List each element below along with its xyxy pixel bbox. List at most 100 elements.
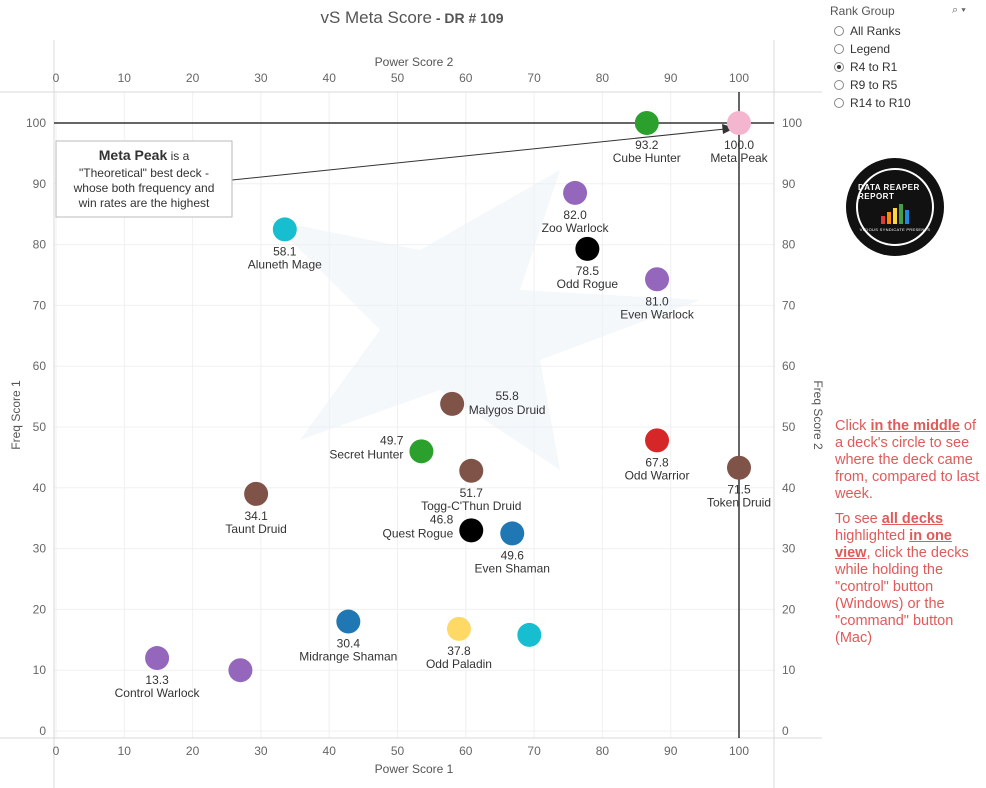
annotation-arrow-line xyxy=(231,128,726,181)
data-reaper-logo: DATA REAPER REPORT VICIOUS SYNDICATE PRE… xyxy=(846,158,944,256)
data-point[interactable] xyxy=(145,646,170,671)
y-tick-label-right: 100 xyxy=(782,116,802,130)
annotation-line-2: "Theoretical" best deck - xyxy=(79,166,209,180)
y-tick-label-left: 20 xyxy=(33,602,47,616)
data-point[interactable] xyxy=(459,458,484,483)
data-point[interactable] xyxy=(409,439,434,464)
x-tick-label-bottom: 0 xyxy=(53,744,60,758)
data-label-name: Quest Rogue xyxy=(383,526,454,540)
data-point[interactable] xyxy=(645,267,670,292)
x-tick-label-top: 10 xyxy=(118,71,132,85)
data-label-name: Control Warlock xyxy=(115,686,201,700)
chart-title: vS Meta Score - DR # 109 xyxy=(240,8,584,28)
data-label-name: Meta Peak xyxy=(710,151,768,165)
rank-group-tools[interactable]: ⌕ ▾ xyxy=(952,4,966,17)
data-point[interactable] xyxy=(500,521,525,546)
data-label-score: 81.0 xyxy=(645,294,669,308)
data-label-score: 82.0 xyxy=(563,208,587,222)
x-tick-label-top: 20 xyxy=(186,71,200,85)
rank-option-label: Legend xyxy=(850,42,891,56)
annotation-bold: Meta Peak xyxy=(99,147,168,163)
data-point[interactable] xyxy=(727,455,751,480)
instructions-p1: Click in the middle of a deck's circle t… xyxy=(835,418,983,503)
instructions-p2: To see all decks highlighted in one view… xyxy=(835,511,983,647)
data-point[interactable] xyxy=(272,217,297,242)
logo-text: DATA REAPER REPORT xyxy=(858,182,920,201)
dropdown-arrow-icon[interactable]: ▾ xyxy=(961,4,966,16)
x-tick-label-top: 40 xyxy=(323,71,337,85)
data-point[interactable] xyxy=(634,111,659,135)
data-point[interactable] xyxy=(440,391,465,416)
data-point[interactable] xyxy=(645,428,670,453)
data-point[interactable] xyxy=(228,658,253,683)
rank-option-r9-r5[interactable]: R9 to R5 xyxy=(834,76,911,94)
annotation-rest: is a xyxy=(167,149,189,163)
data-label-name: Cube Hunter xyxy=(613,151,681,165)
data-label-score: 67.8 xyxy=(645,455,669,469)
rank-group-title: Rank Group xyxy=(830,4,895,18)
data-point[interactable] xyxy=(517,622,542,647)
data-label-name: Zoo Warlock xyxy=(542,221,610,235)
search-icon[interactable]: ⌕ xyxy=(952,4,959,16)
data-label-score: 93.2 xyxy=(635,138,659,152)
data-label-score: 100.0 xyxy=(724,138,754,152)
note-emphasis: in the middle xyxy=(870,418,960,434)
data-label-score: 51.7 xyxy=(460,486,484,500)
rank-option-r14-r10[interactable]: R14 to R10 xyxy=(834,94,911,112)
data-point[interactable] xyxy=(446,616,471,641)
title-main: vS Meta Score xyxy=(320,8,432,27)
title-sep: - xyxy=(431,10,445,26)
y-tick-label-right: 30 xyxy=(782,542,796,556)
rank-option-legend[interactable]: Legend xyxy=(834,40,911,58)
note-emphasis: all decks xyxy=(881,511,944,527)
data-point[interactable] xyxy=(336,609,361,634)
y-tick-label-left: 80 xyxy=(33,238,47,252)
y-tick-label-right: 40 xyxy=(782,481,796,495)
radio-icon[interactable] xyxy=(834,80,844,90)
data-point[interactable] xyxy=(563,180,588,205)
radio-selected-icon[interactable] xyxy=(834,62,844,72)
y-tick-label-right: 60 xyxy=(782,359,796,373)
y-tick-label-left: 40 xyxy=(33,481,47,495)
y-tick-label-left: 0 xyxy=(39,724,46,738)
x-tick-label-top: 50 xyxy=(391,71,405,85)
y-tick-label-left: 60 xyxy=(33,359,47,373)
data-label-name: Midrange Shaman xyxy=(299,650,397,664)
data-label-name: Togg-C'Thun Druid xyxy=(421,499,521,513)
note-text: Click xyxy=(835,418,871,434)
x-tick-label-bottom: 90 xyxy=(664,744,678,758)
annotation-box xyxy=(55,140,233,218)
data-label-name: Odd Rogue xyxy=(557,277,619,291)
annotation-line-4: win rates are the highest xyxy=(78,196,210,210)
x-tick-label-top: 70 xyxy=(527,71,541,85)
radio-icon[interactable] xyxy=(834,44,844,54)
x-tick-label-top: 80 xyxy=(596,71,610,85)
rank-option-all-ranks[interactable]: All Ranks xyxy=(834,22,911,40)
radio-icon[interactable] xyxy=(834,98,844,108)
rank-option-r4-r1[interactable]: R4 to R1 xyxy=(834,58,911,76)
watermark-shape xyxy=(270,170,700,470)
data-label-score: 55.8 xyxy=(495,389,519,403)
logo-ring: DATA REAPER REPORT VICIOUS SYNDICATE PRE… xyxy=(856,168,934,246)
note-text: To see xyxy=(835,511,882,527)
data-point[interactable] xyxy=(575,236,600,261)
data-label-name: Malygos Druid xyxy=(469,403,546,417)
x-tick-label-bottom: 20 xyxy=(186,744,200,758)
data-label-score: 78.5 xyxy=(576,264,600,278)
data-label-name: Even Shaman xyxy=(475,561,550,575)
x-tick-label-bottom: 10 xyxy=(118,744,132,758)
x-tick-label-bottom: 100 xyxy=(729,744,749,758)
title-sub: DR # 109 xyxy=(444,10,504,26)
data-point[interactable] xyxy=(244,481,269,506)
data-point[interactable] xyxy=(459,518,484,543)
y-axis-title-left: Freq Score 1 xyxy=(9,380,23,450)
y-tick-label-right: 50 xyxy=(782,420,796,434)
bar-chart-icon xyxy=(881,203,909,224)
x-axis-title-bottom: Power Score 1 xyxy=(375,762,454,776)
data-label-score: 13.3 xyxy=(145,673,169,687)
radio-icon[interactable] xyxy=(834,26,844,36)
note-text: of a deck's circle to see where the deck… xyxy=(835,418,980,502)
data-point[interactable] xyxy=(727,111,751,135)
rank-group-filter: All Ranks Legend R4 to R1 R9 to R5 R14 t… xyxy=(834,22,911,112)
x-tick-label-bottom: 60 xyxy=(459,744,473,758)
